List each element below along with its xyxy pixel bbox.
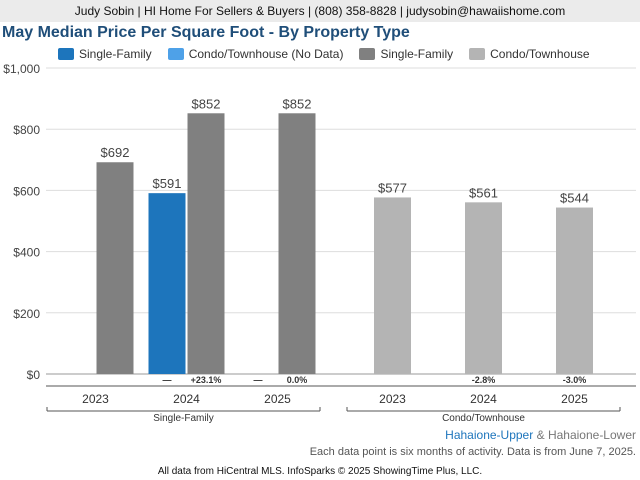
x-tick-label: 2023 <box>82 392 109 406</box>
y-tick-label: $800 <box>13 123 40 137</box>
change-label-lower: 0.0% <box>287 375 308 385</box>
legend-label: Single-Family <box>79 47 152 61</box>
y-tick-label: $1,000 <box>3 62 40 76</box>
bar-single-family-2024 <box>148 193 186 374</box>
chart-title: May Median Price Per Square Foot - By Pr… <box>2 24 410 41</box>
area-joiner: & <box>536 428 545 442</box>
change-label-lower: +23.1% <box>191 375 222 385</box>
y-tick-label: $600 <box>13 184 40 198</box>
legend-swatch <box>469 48 486 60</box>
legend-item-condo-lower[interactable]: Condo/Townhouse <box>469 47 590 61</box>
bar-chart: $0 $200 $400 $600 $800 $1,000 2023 2024 2025 $692… <box>3 62 636 424</box>
change-label-upper: — <box>163 375 172 385</box>
bar-single-family-2024 <box>187 113 225 375</box>
data-note: Each data point is six months of activit… <box>309 446 636 458</box>
group-label: Condo/Townhouse <box>442 413 525 424</box>
legend-swatch <box>167 48 184 60</box>
data-label: $852 <box>283 96 312 111</box>
change-label-upper: — <box>254 375 263 385</box>
data-label: $544 <box>560 191 589 206</box>
contact-banner: Judy Sobin | HI Home For Sellers & Buyer… <box>0 0 640 22</box>
legend-swatch <box>58 48 74 60</box>
x-tick-label: 2025 <box>264 392 291 406</box>
legend-swatch <box>359 48 376 60</box>
legend-label: Condo/Townhouse <box>490 47 590 61</box>
legend-label: Condo/Townhouse (No Data) <box>188 47 344 61</box>
change-label-lower: -3.0% <box>563 375 587 385</box>
y-tick-label: $200 <box>13 307 40 321</box>
legend-label: Single-Family <box>380 47 454 61</box>
legend-item-single-family-lower[interactable]: Single-Family <box>359 47 453 61</box>
data-source: All data from HiCentral MLS. InfoSparks … <box>157 466 483 477</box>
data-label: $692 <box>101 145 130 160</box>
legend-item-condo-upper[interactable]: Condo/Townhouse (No Data) <box>167 47 344 61</box>
data-label: $852 <box>192 96 221 111</box>
bar-single-family-2023 <box>96 162 134 374</box>
area-lower-label: Hahaione-Lower <box>547 428 636 442</box>
bar-single-family-2025 <box>278 113 316 375</box>
x-tick-label: 2025 <box>561 392 588 406</box>
chart-legend: Single-Family Condo/Townhouse (No Data) … <box>58 46 606 62</box>
change-label-lower: -2.8% <box>472 375 496 385</box>
bar-condo-townhouse-2024 <box>465 202 502 374</box>
data-label: $577 <box>378 180 407 195</box>
data-label: $561 <box>469 185 498 200</box>
area-upper-label: Hahaione-Upper <box>445 428 534 442</box>
x-tick-label: 2024 <box>173 392 200 406</box>
bar-condo-townhouse-2025 <box>556 207 593 374</box>
x-tick-label: 2024 <box>470 392 497 406</box>
bar-condo-townhouse-2023 <box>374 197 411 374</box>
y-tick-label: $0 <box>27 368 41 382</box>
area-attribution: Hahaione-Upper & Hahaione-Lower <box>445 428 636 442</box>
data-label: $591 <box>153 176 182 191</box>
group-label: Single-Family <box>153 413 214 424</box>
y-tick-label: $400 <box>13 246 40 260</box>
x-tick-label: 2023 <box>379 392 406 406</box>
legend-item-single-family-upper[interactable]: Single-Family <box>58 47 152 61</box>
